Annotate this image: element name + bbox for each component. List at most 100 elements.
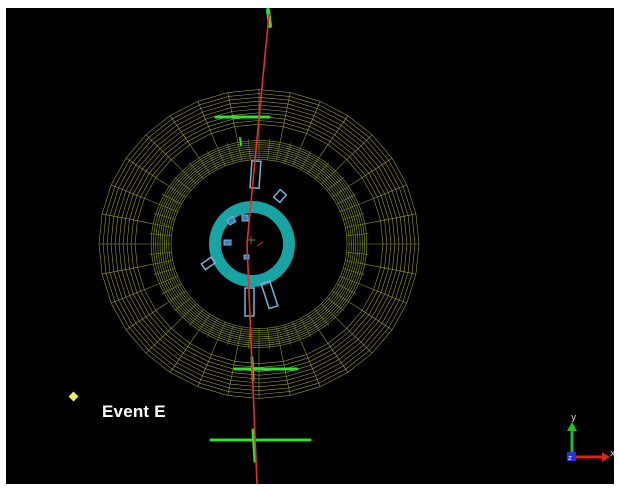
calorimeter-segment [280,92,291,141]
calorimeter-inner-segment [237,140,243,162]
calorimeter-inner-segment [161,283,182,295]
calorimeter-segment [169,115,199,157]
calorimeter-inner-segment [300,318,312,338]
calorimeter-segment [111,184,158,204]
muon-chamber [239,137,242,146]
calorimeter-segment [336,134,373,170]
calorimeter-inner-segment [346,252,369,255]
muon-chamber [251,428,257,463]
calorimeter-segment [197,101,218,147]
calorimeter-inner-segment [167,185,186,198]
hit-box [243,254,250,260]
calorimeter-inner-segment [275,140,281,162]
calorimeter-inner-segment [149,252,172,255]
calorimeter-segment [350,302,393,331]
calorimeter-segment [125,157,168,186]
calorimeter-inner-segment [173,297,192,312]
calorimeter-inner-segment [284,142,292,164]
calorimeter-inner-segment [345,260,367,265]
calorimeter-segment [102,264,152,275]
calorimeter-segment [280,347,291,396]
calorimeter-segment [197,341,218,387]
calorimeter-inner-segment [153,268,175,275]
hit-box [249,159,262,190]
calorimeter-inner-segment [314,309,330,326]
calorimeter-inner-segment [180,169,198,185]
muon-chambers [209,8,312,463]
calorimeter-segment [360,284,407,304]
event-display-viewport[interactable]: x y z Event E [6,8,614,484]
calorimeter-segment [300,341,321,387]
detector-scene: x y z [68,8,614,484]
calorimeter-inner-segment [307,156,321,174]
calorimeter-inner-segment [307,314,321,332]
calorimeter-segment [300,101,321,147]
z-axis-label: z [568,454,572,462]
calorimeter-inner-segment [188,309,204,326]
calorimeter-inner-segment [284,324,292,346]
calorimeter-inner-segment [197,156,211,174]
calorimeter-inner-segment [167,290,186,303]
calorimeter-inner-segment [206,318,218,338]
inner-hits [223,214,250,260]
calorimeter-segment [350,157,393,186]
calorimeter-inner-segment [226,142,234,164]
x-axis-label: x [610,449,614,459]
calorimeter-segment [319,115,349,157]
hit-box [272,188,288,204]
hit-box [200,256,217,271]
calorimeter-inner-segment [216,321,226,342]
vertex-markers [247,236,264,247]
calorimeter-inner-segment [180,303,198,319]
calorimeter-segment [111,284,158,304]
event-label: Event E [102,402,166,421]
calorimeter-inner-segment [267,328,271,350]
calorimeter-inner-segment [292,321,302,342]
calorimeter-inner-segment [340,276,361,285]
calorimeter-segment [227,347,238,396]
calorimeter-segment [125,302,168,331]
calorimeter-inner-segment [320,169,338,185]
calorimeter-segment [336,318,373,354]
calorimeter-inner-segment [157,276,178,285]
hit-box [241,214,249,222]
calorimeter-inner-segment [206,150,218,170]
calorimeter-inner-segment [151,223,173,228]
calorimeter-inner-segment [336,283,357,295]
particle-track [246,13,270,484]
hit-box [226,215,237,226]
calorimeter-inner-segment [188,162,204,179]
diamond-marker-icon [68,391,79,402]
calorimeter-inner-segment [332,185,351,198]
calorimeter-inner-segment [326,297,345,312]
calorimeter-segment [319,331,349,373]
calorimeter-inner-segment [336,193,357,205]
hit-box [260,280,279,310]
calorimeter-inner-segment [151,260,173,265]
calorimeter-inner-segment [345,223,367,228]
calorimeter-inner-segment [314,162,330,179]
calorimeter-inner-segment [326,176,345,191]
calorimeter-inner-segment [153,213,175,220]
calorimeter-inner-segment [161,193,182,205]
calorimeter-segment [145,134,182,170]
calorimeter-inner-segment [247,138,251,160]
calorimeter-wireframe [98,89,420,399]
calorimeter-inner-segment [216,146,226,167]
calorimeter-inner-segment [292,146,302,167]
calorimeter-inner-segment [237,326,243,348]
calorimeter-inner-segment [343,213,365,220]
calorimeter-inner-segment [340,203,361,212]
calorimeter-inner-segment [332,290,351,303]
xyz-axes-icon: x y z [567,413,614,462]
calorimeter-inner-segment [173,176,192,191]
calorimeter-segment [360,184,407,204]
calorimeter-inner-segment [320,303,338,319]
hit-box [223,239,232,246]
calorimeter-segment [145,318,182,354]
calorimeter-inner-segment [343,268,365,275]
calorimeter-inner-segment [346,233,369,236]
tracker-ring [209,201,295,287]
calorimeter-segment [366,264,416,275]
y-axis-label: y [571,413,577,423]
